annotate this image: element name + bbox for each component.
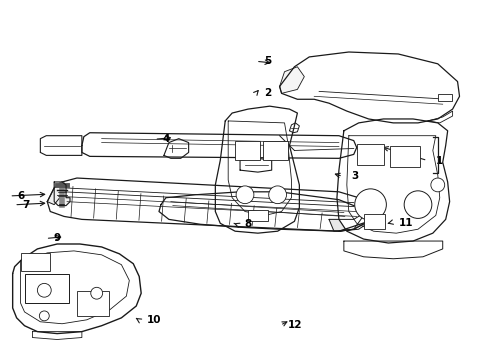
Text: 8: 8 (244, 219, 251, 229)
Polygon shape (427, 111, 452, 123)
Text: 11: 11 (398, 217, 413, 228)
Circle shape (37, 283, 51, 297)
Bar (363, 215, 385, 229)
Polygon shape (343, 241, 442, 259)
Polygon shape (215, 106, 299, 233)
Polygon shape (163, 139, 188, 158)
Text: 3: 3 (350, 171, 357, 181)
Text: 9: 9 (53, 234, 61, 243)
Polygon shape (159, 192, 368, 231)
Circle shape (354, 189, 386, 220)
Circle shape (430, 178, 444, 192)
Text: 12: 12 (287, 320, 302, 330)
Polygon shape (328, 212, 366, 231)
Text: 7: 7 (22, 200, 29, 210)
Circle shape (404, 191, 431, 219)
Text: 10: 10 (146, 315, 161, 325)
Text: 6: 6 (17, 191, 24, 201)
Circle shape (268, 186, 286, 204)
Bar (262, 141, 287, 160)
Text: 4: 4 (162, 134, 169, 144)
Bar (356, 144, 384, 165)
Polygon shape (81, 133, 356, 158)
Bar (437, 94, 451, 101)
Text: 5: 5 (264, 56, 270, 66)
Polygon shape (32, 332, 81, 339)
Polygon shape (279, 67, 304, 93)
Polygon shape (47, 182, 62, 204)
Bar (235, 141, 259, 160)
Circle shape (91, 287, 102, 299)
Bar (24, 274, 69, 303)
Polygon shape (336, 119, 449, 243)
Polygon shape (338, 212, 373, 231)
Polygon shape (47, 178, 373, 231)
Bar (77, 291, 108, 316)
Bar (20, 253, 50, 271)
Polygon shape (240, 158, 271, 172)
Polygon shape (41, 136, 81, 156)
Circle shape (236, 186, 253, 204)
Text: 1: 1 (435, 156, 442, 166)
Circle shape (39, 311, 49, 321)
Text: 2: 2 (264, 88, 270, 98)
Bar (247, 210, 267, 221)
Bar (389, 145, 419, 167)
Polygon shape (279, 52, 459, 123)
Polygon shape (54, 182, 70, 206)
Polygon shape (289, 123, 299, 133)
Polygon shape (13, 244, 141, 334)
